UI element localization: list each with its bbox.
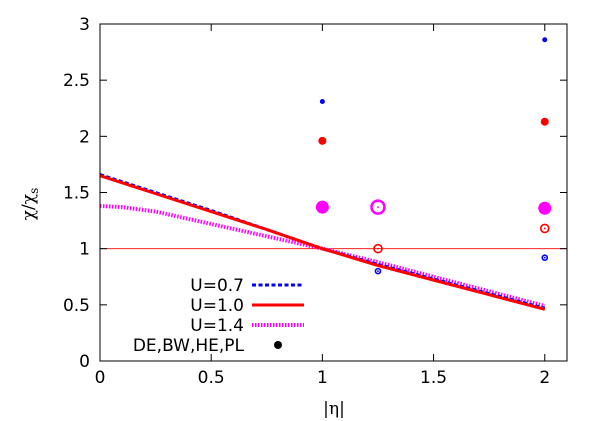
x-tick-label: 0 [95,368,106,388]
data-point-ring-center [543,256,546,259]
ticks-layer: 0 0.5 1 1.5 2 0 0.5 1 1.5 2 2.5 3 [63,15,567,388]
data-point [538,201,552,215]
y-axis-label: χ/χs [19,188,41,221]
data-point [318,136,327,145]
legend-label: U=0.7 [190,276,244,296]
y-axis-label-sub: s [27,188,41,194]
data-point [319,99,325,105]
axes-layer [99,23,568,362]
x-tick-label: 0.5 [198,368,225,388]
y-tick-label: 1.5 [63,184,90,204]
data-point-ring [539,223,550,234]
x-axis-label: |η| [323,399,345,419]
y-tick-label: 2 [79,127,90,147]
data-point [315,200,329,214]
data-point [542,37,548,43]
series-line-u-1-0 [99,174,546,311]
points-layer [315,37,552,275]
series-line-u-1-4 [99,203,546,308]
y-axis-label-main: χ/χ [19,194,39,220]
legend-marker [274,341,282,349]
legend-label: U=1.0 [190,296,244,316]
data-point-ring [541,254,549,261]
y-tick-label: 0.5 [63,296,90,316]
legend: U=0.7U=1.0U=1.4DE,BW,HE,PL [133,276,304,356]
data-point-ring-center [377,206,379,209]
legend-label: U=1.4 [190,316,244,336]
x-tick-label: 1.5 [420,368,447,388]
data-point-ring-center [377,270,379,273]
y-tick-label: 3 [79,15,90,35]
y-tick-label: 0 [79,352,90,372]
series-layer [99,173,546,311]
legend-label: DE,BW,HE,PL [133,336,245,356]
x-tick-label: 1 [317,368,328,388]
data-point-ring [370,199,386,215]
data-point-ring-center [377,247,379,250]
x-tick-label: 2 [539,368,550,388]
plot-frame [99,23,568,362]
y-tick-label: 1 [79,240,90,260]
data-point-ring [374,267,382,275]
data-point-ring [373,243,383,254]
y-tick-label: 2.5 [63,71,90,91]
data-point [540,117,549,126]
data-point-ring-center [543,227,546,230]
